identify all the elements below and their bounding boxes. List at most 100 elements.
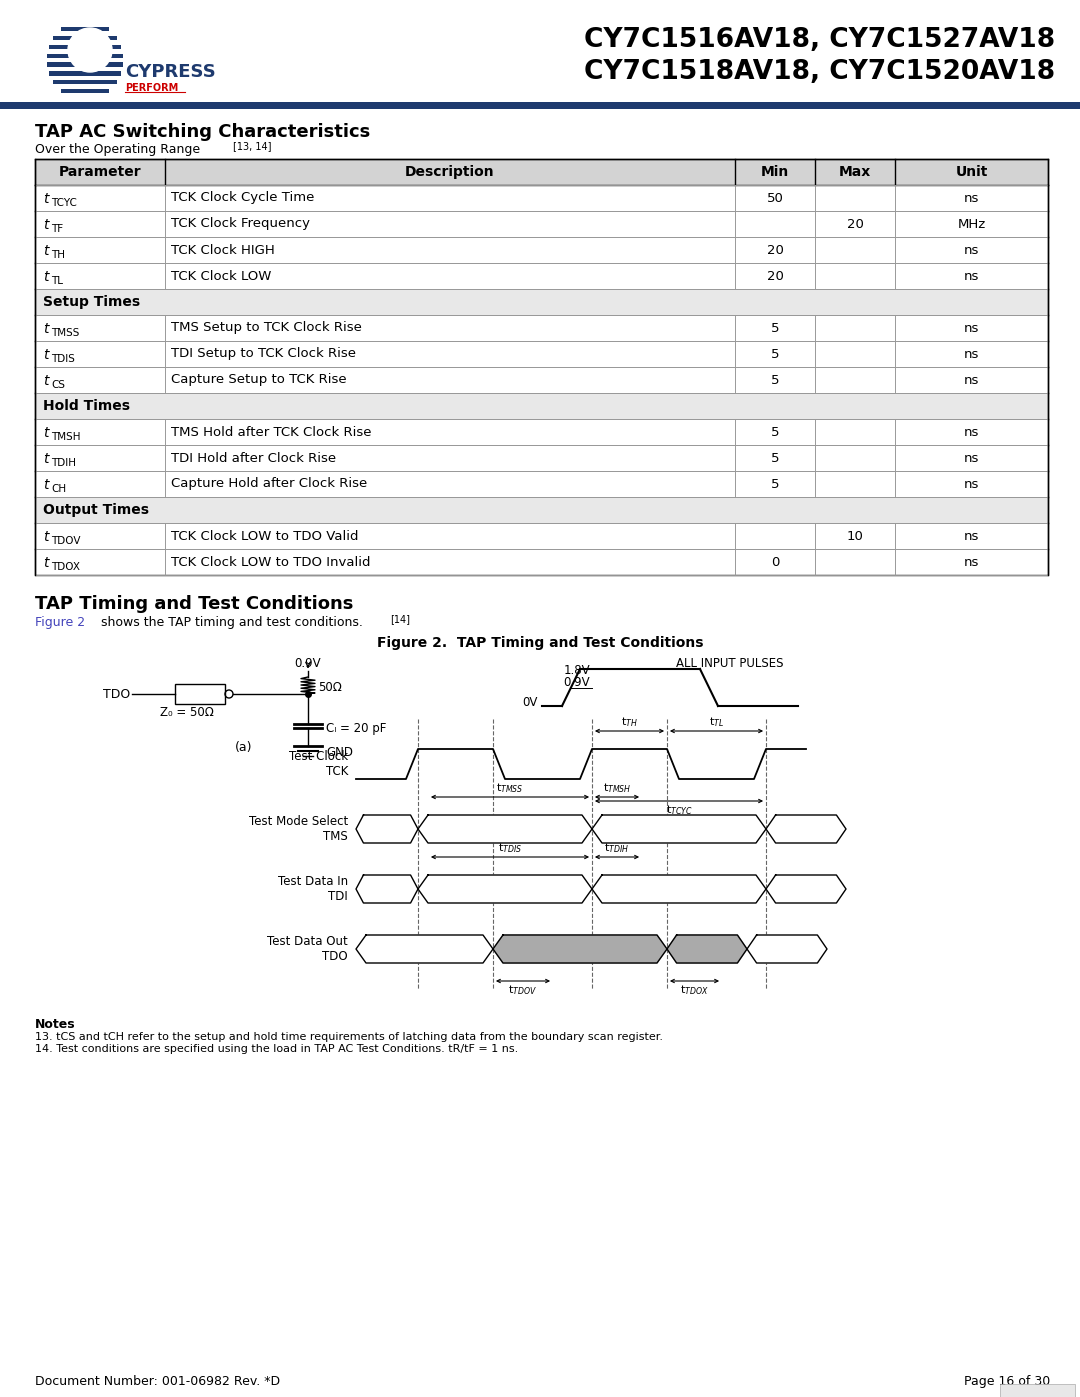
Polygon shape — [667, 935, 747, 963]
Text: 5: 5 — [771, 426, 780, 439]
Bar — [62, 89, 109, 94]
Polygon shape — [592, 875, 766, 902]
Text: 20: 20 — [767, 243, 783, 257]
Text: +1 Feedback: +1 Feedback — [1008, 1386, 1067, 1396]
Text: t: t — [43, 244, 49, 258]
Text: CY7C1518AV18, CY7C1520AV18: CY7C1518AV18, CY7C1520AV18 — [584, 59, 1055, 85]
Bar — [35, 289, 1048, 314]
Text: CYPRESS: CYPRESS — [125, 63, 216, 81]
Text: TCK Clock LOW to TDO Invalid: TCK Clock LOW to TDO Invalid — [171, 556, 370, 569]
Bar — [35, 497, 1048, 522]
Text: 13. tCS and tCH refer to the setup and hold time requirements of latching data f: 13. tCS and tCH refer to the setup and h… — [35, 1032, 663, 1042]
Text: CY7C1516AV18, CY7C1527AV18: CY7C1516AV18, CY7C1527AV18 — [584, 27, 1055, 53]
Text: TCK Clock LOW to TDO Valid: TCK Clock LOW to TDO Valid — [171, 529, 359, 542]
Text: Cₗ = 20 pF: Cₗ = 20 pF — [326, 722, 387, 735]
Bar — [35, 184, 1048, 211]
Text: Capture Setup to TCK Rise: Capture Setup to TCK Rise — [171, 373, 347, 387]
Text: 1.8V: 1.8V — [564, 664, 590, 676]
Text: 20: 20 — [767, 270, 783, 282]
Bar — [35, 237, 1048, 263]
Text: TAP Timing and Test Conditions: TAP Timing and Test Conditions — [35, 595, 353, 613]
Text: t: t — [43, 478, 49, 492]
Text: 0.9V: 0.9V — [564, 676, 590, 690]
Bar — [50, 45, 121, 49]
Bar — [175, 685, 225, 704]
Text: Description: Description — [405, 165, 495, 179]
Polygon shape — [356, 875, 418, 902]
Text: TMSS: TMSS — [51, 328, 79, 338]
Text: ns: ns — [963, 373, 980, 387]
Text: Unit: Unit — [956, 165, 988, 179]
Text: t: t — [43, 453, 49, 467]
Text: t$_{TDIH}$: t$_{TDIH}$ — [605, 841, 630, 855]
Text: Z₀ = 50Ω: Z₀ = 50Ω — [160, 705, 214, 719]
Circle shape — [68, 28, 112, 73]
Text: TAP AC Switching Characteristics: TAP AC Switching Characteristics — [35, 123, 370, 141]
Text: ns: ns — [963, 321, 980, 334]
Text: TDIS: TDIS — [51, 353, 75, 365]
Text: Document Number: 001-06982 Rev. *D: Document Number: 001-06982 Rev. *D — [35, 1375, 280, 1389]
Text: 10: 10 — [847, 529, 863, 542]
Text: MHz: MHz — [957, 218, 986, 231]
Text: TL: TL — [51, 277, 63, 286]
Text: TCYC: TCYC — [51, 198, 77, 208]
Text: TCK Clock LOW: TCK Clock LOW — [171, 270, 271, 282]
Text: ns: ns — [963, 270, 980, 282]
Text: t: t — [43, 348, 49, 362]
Bar — [48, 53, 123, 57]
Text: t$_{TDOX}$: t$_{TDOX}$ — [680, 983, 708, 997]
Text: ns: ns — [963, 529, 980, 542]
Text: Test Data In
TDI: Test Data In TDI — [278, 875, 348, 902]
Text: 14. Test conditions are specified using the load in TAP AC Test Conditions. tR/t: 14. Test conditions are specified using … — [35, 1044, 518, 1053]
Text: t: t — [43, 374, 49, 388]
Text: TDI Setup to TCK Clock Rise: TDI Setup to TCK Clock Rise — [171, 348, 356, 360]
Polygon shape — [418, 875, 592, 902]
Text: t: t — [43, 218, 49, 232]
Text: 5: 5 — [771, 348, 780, 360]
Text: TDI Hold after Clock Rise: TDI Hold after Clock Rise — [171, 451, 336, 464]
Text: Notes: Notes — [35, 1018, 76, 1031]
Text: TMS Setup to TCK Clock Rise: TMS Setup to TCK Clock Rise — [171, 321, 362, 334]
Text: ns: ns — [963, 348, 980, 360]
Text: ns: ns — [963, 243, 980, 257]
Text: t: t — [43, 270, 49, 284]
Bar — [35, 367, 1048, 393]
Text: ns: ns — [963, 556, 980, 569]
Polygon shape — [766, 814, 846, 842]
Text: (a): (a) — [235, 740, 253, 754]
Text: Setup Times: Setup Times — [43, 295, 140, 309]
Text: [14]: [14] — [390, 615, 410, 624]
Text: Max: Max — [839, 165, 872, 179]
Text: Test Clock
TCK: Test Clock TCK — [288, 750, 348, 778]
Bar — [35, 549, 1048, 576]
Text: TF: TF — [51, 224, 63, 235]
Bar — [35, 341, 1048, 367]
Bar — [35, 263, 1048, 289]
Text: t$_{TL}$: t$_{TL}$ — [708, 715, 724, 729]
Polygon shape — [492, 935, 667, 963]
Text: Over the Operating Range: Over the Operating Range — [35, 142, 204, 156]
Text: TCK Clock Cycle Time: TCK Clock Cycle Time — [171, 191, 314, 204]
Text: Min: Min — [761, 165, 789, 179]
Bar — [50, 71, 121, 75]
Text: t$_{TDOV}$: t$_{TDOV}$ — [509, 983, 538, 997]
Text: Parameter: Parameter — [58, 165, 141, 179]
Text: t$_{TMSH}$: t$_{TMSH}$ — [603, 781, 631, 795]
Polygon shape — [418, 814, 592, 842]
Text: t$_{TH}$: t$_{TH}$ — [621, 715, 638, 729]
Bar — [53, 36, 117, 41]
Text: TDOV: TDOV — [51, 536, 81, 546]
Text: ns: ns — [963, 191, 980, 204]
Text: ns: ns — [963, 478, 980, 490]
Text: t: t — [43, 321, 49, 337]
Bar — [35, 471, 1048, 497]
Text: GND: GND — [326, 746, 353, 759]
Text: PERFORM: PERFORM — [125, 82, 178, 94]
Text: t$_{TMSS}$: t$_{TMSS}$ — [496, 781, 524, 795]
Text: Figure 2: Figure 2 — [35, 616, 85, 629]
Text: ns: ns — [963, 426, 980, 439]
Text: shows the TAP timing and test conditions.: shows the TAP timing and test conditions… — [97, 616, 367, 629]
Bar — [53, 80, 117, 84]
Bar — [35, 446, 1048, 471]
Text: Page 16 of 30: Page 16 of 30 — [963, 1375, 1050, 1389]
